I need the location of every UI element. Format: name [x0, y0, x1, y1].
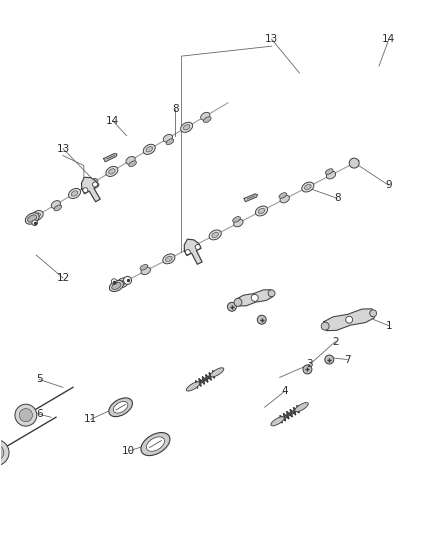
Polygon shape [237, 290, 272, 306]
Ellipse shape [186, 240, 194, 246]
Ellipse shape [141, 267, 150, 274]
Text: 13: 13 [57, 143, 70, 154]
Ellipse shape [146, 147, 152, 152]
Circle shape [0, 445, 4, 461]
Circle shape [321, 322, 329, 330]
Text: 13: 13 [265, 34, 278, 44]
Text: 6: 6 [36, 409, 42, 419]
Ellipse shape [31, 211, 43, 221]
Circle shape [83, 188, 88, 193]
Text: 7: 7 [344, 354, 350, 365]
Ellipse shape [201, 112, 210, 120]
Polygon shape [324, 309, 374, 330]
Text: 9: 9 [385, 181, 392, 190]
Ellipse shape [71, 191, 78, 196]
Ellipse shape [212, 232, 219, 238]
Text: 1: 1 [385, 321, 392, 330]
Ellipse shape [258, 208, 265, 214]
Circle shape [257, 315, 266, 324]
Ellipse shape [113, 401, 128, 413]
Circle shape [32, 220, 38, 225]
Text: 8: 8 [334, 193, 341, 204]
Circle shape [268, 290, 275, 297]
Polygon shape [104, 154, 117, 161]
Ellipse shape [302, 182, 314, 192]
Circle shape [0, 440, 9, 465]
Ellipse shape [143, 144, 155, 155]
Ellipse shape [25, 213, 39, 224]
Polygon shape [81, 177, 100, 202]
Ellipse shape [166, 139, 174, 144]
Ellipse shape [119, 280, 126, 285]
Ellipse shape [109, 169, 115, 174]
Circle shape [349, 158, 359, 168]
Polygon shape [244, 194, 258, 201]
Ellipse shape [166, 256, 172, 261]
Ellipse shape [126, 157, 135, 164]
Ellipse shape [129, 161, 136, 167]
Circle shape [124, 277, 131, 284]
Ellipse shape [184, 125, 190, 130]
Ellipse shape [51, 200, 60, 208]
Ellipse shape [92, 183, 99, 189]
Circle shape [303, 365, 312, 374]
Text: 11: 11 [84, 414, 97, 424]
Ellipse shape [209, 230, 221, 240]
Ellipse shape [304, 184, 311, 190]
Ellipse shape [295, 402, 308, 411]
Ellipse shape [180, 122, 193, 132]
Ellipse shape [68, 188, 81, 199]
Circle shape [325, 355, 334, 364]
Ellipse shape [34, 213, 40, 218]
Text: 2: 2 [332, 337, 339, 346]
Text: 14: 14 [106, 116, 119, 126]
Circle shape [227, 302, 237, 311]
Ellipse shape [255, 206, 268, 216]
Ellipse shape [112, 282, 121, 289]
Ellipse shape [233, 219, 243, 227]
Ellipse shape [163, 134, 173, 142]
Ellipse shape [326, 171, 336, 179]
Circle shape [92, 182, 98, 187]
Circle shape [195, 245, 200, 249]
Circle shape [111, 279, 117, 284]
Ellipse shape [28, 215, 37, 222]
Ellipse shape [187, 243, 197, 251]
Ellipse shape [280, 195, 290, 203]
Ellipse shape [109, 398, 132, 417]
Text: 5: 5 [36, 374, 42, 384]
Ellipse shape [54, 205, 62, 211]
Ellipse shape [271, 417, 284, 426]
Text: 10: 10 [122, 446, 135, 456]
Circle shape [19, 409, 32, 422]
Text: 14: 14 [382, 34, 396, 44]
Ellipse shape [279, 193, 287, 198]
Ellipse shape [146, 437, 165, 451]
Text: 4: 4 [281, 386, 288, 397]
Ellipse shape [210, 368, 224, 377]
Polygon shape [184, 239, 202, 264]
Ellipse shape [186, 382, 200, 391]
Circle shape [370, 310, 377, 317]
Text: 3: 3 [306, 359, 313, 369]
Text: 12: 12 [57, 273, 70, 283]
Ellipse shape [163, 254, 175, 264]
Ellipse shape [106, 166, 118, 176]
Ellipse shape [110, 280, 124, 292]
Ellipse shape [88, 179, 98, 187]
Text: 8: 8 [172, 104, 179, 114]
Circle shape [251, 294, 258, 301]
Ellipse shape [233, 216, 240, 222]
Circle shape [15, 404, 37, 426]
Ellipse shape [141, 433, 170, 456]
Ellipse shape [204, 117, 211, 123]
Circle shape [185, 249, 190, 255]
Circle shape [234, 298, 242, 306]
Ellipse shape [117, 278, 129, 288]
Ellipse shape [325, 169, 333, 174]
Circle shape [346, 316, 353, 323]
Ellipse shape [140, 264, 148, 270]
